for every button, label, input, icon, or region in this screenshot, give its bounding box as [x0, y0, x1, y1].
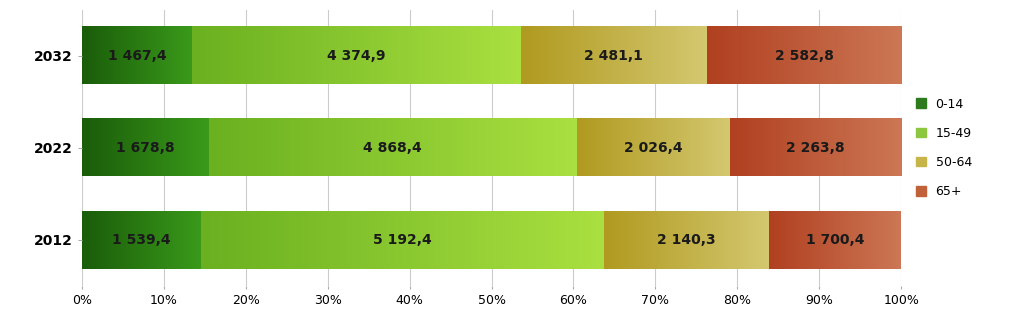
Text: 2 263,8: 2 263,8 [786, 141, 845, 155]
Text: 4 374,9: 4 374,9 [328, 49, 386, 63]
Text: 1 467,4: 1 467,4 [108, 49, 166, 63]
Text: 2 140,3: 2 140,3 [657, 233, 716, 247]
Text: 1 678,8: 1 678,8 [116, 141, 175, 155]
Text: 5 192,4: 5 192,4 [373, 233, 432, 247]
Legend: 0-14, 15-49, 50-64, 65+: 0-14, 15-49, 50-64, 65+ [915, 98, 972, 198]
Text: 2 481,1: 2 481,1 [585, 49, 643, 63]
Text: 4 868,4: 4 868,4 [364, 141, 422, 155]
Text: 2 026,4: 2 026,4 [624, 141, 683, 155]
Text: 1 700,4: 1 700,4 [806, 233, 864, 247]
Text: 1 539,4: 1 539,4 [113, 233, 171, 247]
Text: 2 582,8: 2 582,8 [775, 49, 834, 63]
